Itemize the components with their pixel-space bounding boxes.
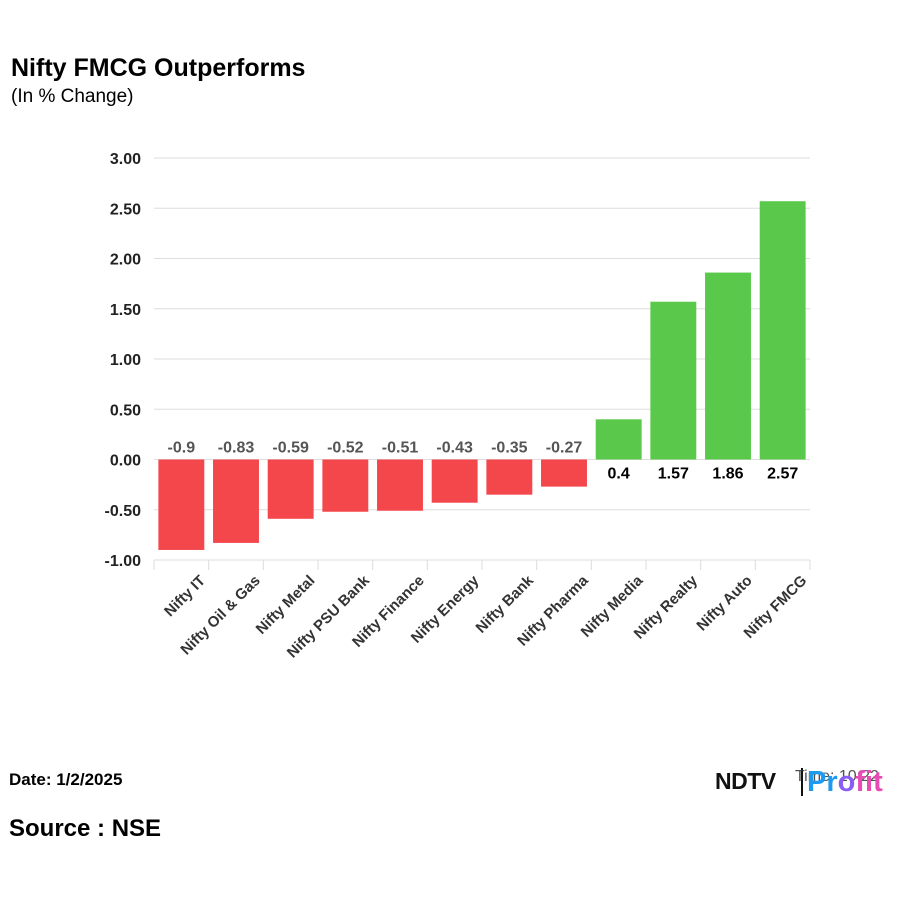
ndtv-profit-logo: NDTV Time: 10:22 Profit <box>715 766 895 800</box>
x-tick-label: Nifty IT <box>161 572 209 620</box>
data-label: -0.43 <box>436 440 473 457</box>
data-label: -0.27 <box>546 440 583 457</box>
bar <box>431 459 478 503</box>
y-tick-label: 0.00 <box>110 453 141 470</box>
data-label: -0.9 <box>168 440 196 457</box>
y-tick-label: 0.50 <box>110 402 141 419</box>
data-label: 0.4 <box>608 466 630 483</box>
bar <box>267 459 314 519</box>
timestamp-label: Time: 10:22 <box>795 768 879 785</box>
chart-title: Nifty FMCG Outperforms <box>11 54 306 82</box>
data-label: -0.83 <box>218 440 255 457</box>
data-label: 1.57 <box>658 466 689 483</box>
source-label: Source : NSE <box>9 815 162 842</box>
data-label: -0.51 <box>382 440 419 457</box>
bars <box>158 201 806 550</box>
y-tick-label: -0.50 <box>105 503 142 520</box>
brand-separator <box>801 768 803 796</box>
data-label: -0.59 <box>272 440 309 457</box>
bar <box>486 459 533 495</box>
y-tick-label: 2.00 <box>110 252 141 269</box>
grid-layer <box>153 157 811 570</box>
y-axis-ticks: 3.00 2.50 2.00 1.50 1.00 0.50 0.00 -0.50 -1.00 <box>105 151 142 570</box>
bar <box>158 459 205 550</box>
bar <box>377 459 423 511</box>
bar <box>213 459 259 543</box>
bar <box>650 301 697 460</box>
y-tick-label: 1.50 <box>110 302 141 319</box>
data-label: -0.52 <box>327 440 364 457</box>
data-label: 2.57 <box>767 466 798 483</box>
chart-subtitle: (In % Change) <box>11 86 134 107</box>
bar <box>322 459 369 512</box>
data-label: 1.86 <box>712 466 743 483</box>
bar <box>759 201 806 460</box>
date-label: Date: 1/2/2025 <box>9 770 123 789</box>
brand-ndtv-text: NDTV <box>715 768 776 794</box>
y-tick-label: 2.50 <box>110 201 141 218</box>
y-tick-label: -1.00 <box>105 553 142 570</box>
data-label: -0.35 <box>491 440 528 457</box>
y-tick-label: 3.00 <box>110 151 141 168</box>
bar <box>541 459 587 487</box>
bar <box>705 272 751 460</box>
brand-profit-text: Profit <box>807 766 883 798</box>
data-labels: -0.9 -0.83 -0.59 -0.52 -0.51 -0.43 -0.35 -0.27 0… <box>168 440 799 483</box>
bar <box>595 419 642 460</box>
y-tick-label: 1.00 <box>110 352 141 369</box>
